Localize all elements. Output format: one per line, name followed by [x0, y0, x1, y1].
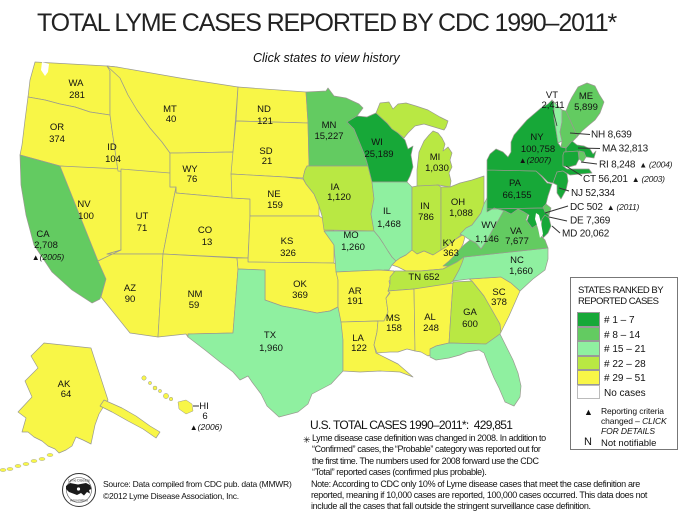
svg-text:248: 248 [423, 323, 439, 334]
svg-text:158: 158 [386, 323, 402, 334]
svg-text:LA: LA [352, 333, 364, 344]
svg-text:1,088: 1,088 [449, 208, 473, 219]
svg-text:100,758: 100,758 [521, 144, 555, 155]
svg-text:6: 6 [202, 411, 207, 422]
svg-text:13: 13 [202, 237, 213, 248]
svg-text:5,899: 5,899 [574, 102, 598, 113]
svg-text:1,468: 1,468 [377, 219, 401, 230]
svg-text:786: 786 [418, 212, 434, 223]
svg-text:104: 104 [105, 154, 121, 165]
svg-text:1,960: 1,960 [259, 343, 283, 354]
svg-text:Association: Association [70, 499, 88, 503]
svg-text:NV: NV [77, 199, 91, 210]
svg-text:25,189: 25,189 [364, 149, 393, 160]
svg-text:MT: MT [163, 104, 177, 115]
svg-text:AK: AK [58, 379, 71, 390]
svg-text:1,120: 1,120 [327, 192, 351, 203]
svg-text:Lyme Disease: Lyme Disease [68, 479, 90, 483]
svg-text:OK: OK [293, 279, 307, 290]
svg-text:HI: HI [199, 401, 209, 412]
svg-text:59: 59 [189, 300, 200, 311]
svg-text:OR: OR [50, 122, 64, 133]
svg-text:NM: NM [188, 289, 203, 300]
svg-text:378: 378 [491, 297, 507, 308]
svg-text:1,260: 1,260 [341, 242, 365, 253]
svg-text:2,708: 2,708 [34, 240, 58, 251]
svg-text:RI 8,248▲(2004): RI 8,248 ▲ (2004) [599, 160, 673, 171]
svg-text:2,411: 2,411 [541, 100, 564, 111]
svg-text:NH 8,639: NH 8,639 [591, 130, 632, 141]
svg-text:KS: KS [281, 236, 294, 247]
svg-text:WI: WI [371, 137, 383, 148]
svg-text:90: 90 [125, 294, 136, 305]
svg-text:OH: OH [451, 197, 465, 208]
svg-text:DE 7,369: DE 7,369 [570, 216, 611, 227]
svg-text:121: 121 [257, 116, 273, 127]
svg-text:CA: CA [36, 229, 50, 240]
svg-text:UT: UT [136, 211, 149, 222]
svg-text:IN: IN [420, 201, 430, 212]
svg-text:MS: MS [386, 313, 400, 324]
svg-text:7,677: 7,677 [505, 236, 529, 247]
svg-text:AL: AL [424, 312, 436, 323]
svg-text:PA: PA [509, 178, 522, 189]
svg-text:NC: NC [510, 255, 524, 266]
svg-text:40: 40 [166, 114, 177, 125]
svg-text:1,146: 1,146 [475, 234, 499, 245]
svg-text:CT 56,201▲(2003): CT 56,201 ▲ (2003) [583, 174, 665, 185]
svg-text:WY: WY [182, 164, 198, 175]
svg-text:WV: WV [481, 220, 497, 231]
svg-text:71: 71 [137, 223, 148, 234]
svg-text:AR: AR [348, 286, 361, 297]
svg-text:SD: SD [259, 146, 272, 157]
svg-text:CO: CO [198, 225, 212, 236]
svg-text:GA: GA [463, 307, 477, 318]
svg-text:ND: ND [257, 104, 271, 115]
svg-text:ID: ID [107, 142, 117, 153]
svg-text:NE: NE [267, 189, 280, 200]
svg-text:64: 64 [61, 389, 72, 400]
svg-text:100: 100 [78, 211, 94, 222]
svg-text:363: 363 [443, 248, 459, 259]
svg-text:66,155: 66,155 [502, 190, 531, 201]
svg-text:600: 600 [462, 319, 478, 330]
svg-text:TN 652: TN 652 [408, 272, 439, 283]
svg-text:▲(2005): ▲(2005) [32, 252, 65, 262]
svg-text:KY: KY [443, 238, 456, 249]
svg-text:▲(2007): ▲(2007) [519, 155, 552, 165]
svg-text:ME: ME [579, 91, 593, 102]
svg-text:326: 326 [280, 248, 296, 259]
svg-text:159: 159 [267, 200, 283, 211]
svg-text:IL: IL [383, 206, 391, 217]
svg-text:▲(2006): ▲(2006) [190, 422, 223, 432]
svg-text:NJ 52,334: NJ 52,334 [571, 188, 615, 199]
svg-text:MA 32,813: MA 32,813 [602, 144, 649, 155]
svg-text:WA: WA [69, 78, 85, 89]
svg-text:DC 502▲(2011): DC 502 ▲ (2011) [570, 202, 640, 213]
svg-text:TX: TX [264, 330, 277, 341]
svg-text:MN: MN [322, 120, 337, 131]
svg-text:191: 191 [347, 296, 363, 307]
svg-text:IA: IA [331, 182, 341, 193]
svg-text:MO: MO [343, 230, 358, 241]
svg-text:VT: VT [546, 90, 558, 101]
svg-text:281: 281 [69, 90, 85, 101]
svg-text:1,030: 1,030 [425, 163, 449, 174]
svg-text:374: 374 [49, 134, 65, 145]
svg-text:MI: MI [430, 152, 441, 163]
svg-text:1,660: 1,660 [509, 266, 533, 277]
svg-text:21: 21 [262, 156, 273, 167]
svg-text:VA: VA [510, 226, 523, 237]
svg-text:NY: NY [530, 132, 544, 143]
svg-text:369: 369 [292, 290, 308, 301]
svg-text:122: 122 [351, 343, 367, 354]
svg-text:76: 76 [187, 174, 198, 185]
svg-text:SC: SC [492, 287, 505, 298]
svg-text:AZ: AZ [124, 283, 136, 294]
svg-text:15,227: 15,227 [314, 131, 343, 142]
svg-text:MD 20,062: MD 20,062 [562, 229, 610, 240]
